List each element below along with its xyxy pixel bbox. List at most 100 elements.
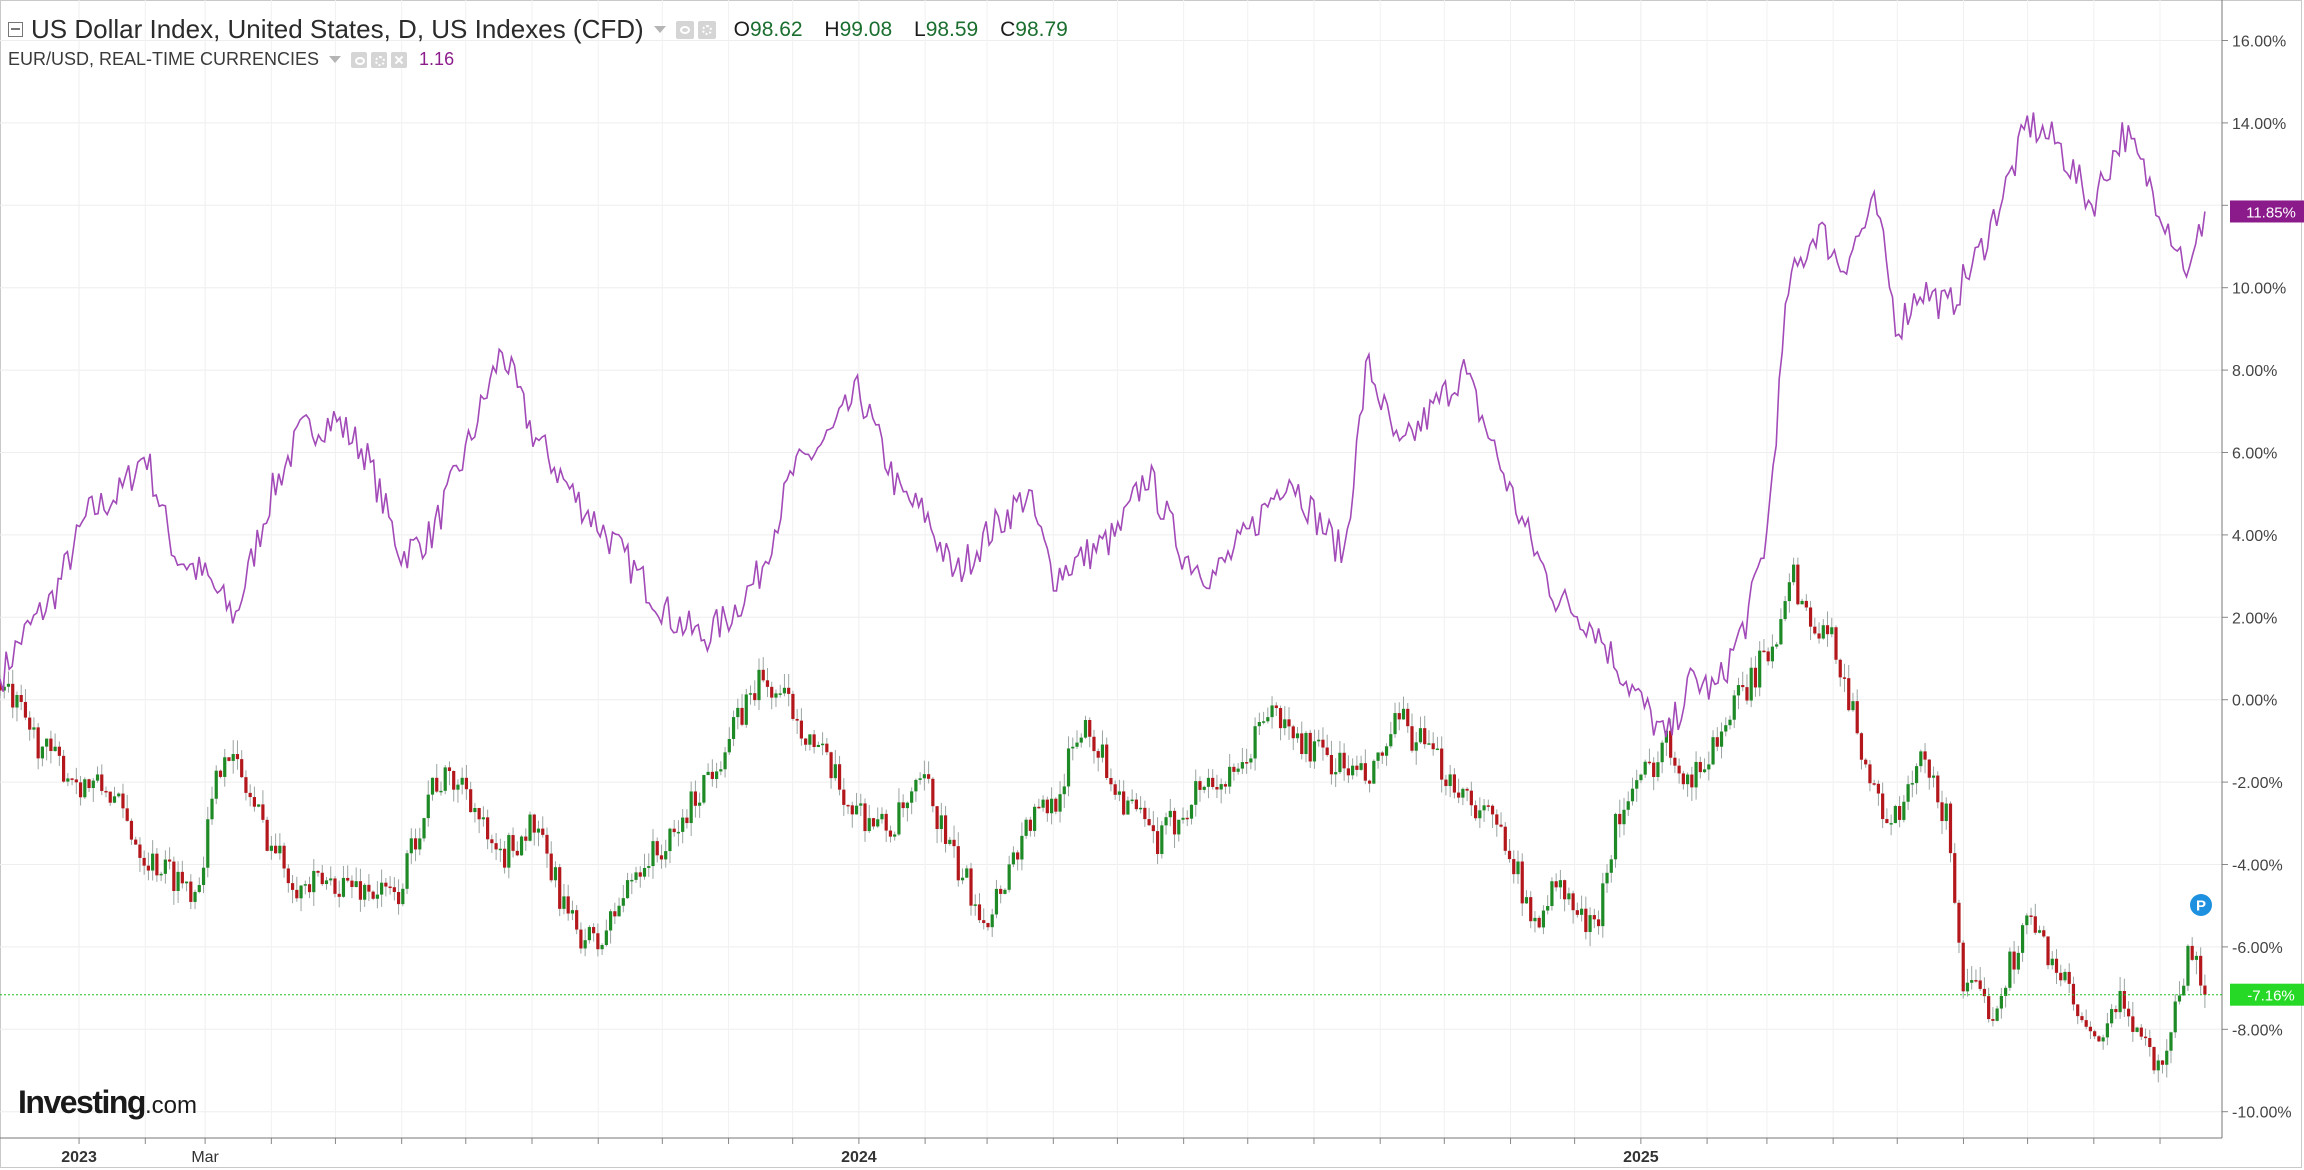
candle-body xyxy=(2126,1008,2131,1017)
candle-body xyxy=(1418,728,1423,743)
candle-body xyxy=(1673,757,1677,766)
candle-body xyxy=(1702,769,1707,773)
candle-body xyxy=(1999,995,2003,1009)
candle-body xyxy=(1232,766,1236,772)
candle-body xyxy=(592,927,596,934)
candle-body xyxy=(83,779,87,798)
candle-body xyxy=(570,910,575,914)
gear-icon[interactable] xyxy=(371,51,388,68)
candle-body xyxy=(1656,762,1660,778)
y-tick-label: 6.00% xyxy=(2232,446,2277,463)
compare-series-legend[interactable]: EUR/USD, REAL-TIME CURRENCIES 1.16 xyxy=(8,49,454,70)
candle-body xyxy=(1601,883,1605,927)
candle-body xyxy=(1558,880,1562,888)
candle-body xyxy=(477,808,481,820)
candle-body xyxy=(1715,737,1719,747)
candle-body xyxy=(299,885,303,899)
candle-body xyxy=(1728,719,1732,726)
dropdown-caret-icon[interactable] xyxy=(329,56,342,63)
candle-body xyxy=(685,817,689,824)
gear-icon[interactable] xyxy=(697,20,716,39)
candle-body xyxy=(659,855,664,860)
candle-body xyxy=(2131,1016,2135,1032)
candle-body xyxy=(642,867,647,877)
candle-body xyxy=(1062,786,1066,795)
candle-body xyxy=(11,683,15,708)
candle-body xyxy=(1630,788,1635,802)
candle-body xyxy=(1669,730,1673,758)
candle-body xyxy=(295,889,299,899)
candle-body xyxy=(1198,781,1202,790)
candle-body xyxy=(303,884,307,886)
collapse-icon[interactable] xyxy=(8,22,23,37)
y-tick-label: -8.00% xyxy=(2232,1022,2283,1039)
candle-body xyxy=(435,777,439,792)
candle-body xyxy=(2033,916,2037,933)
candle-body xyxy=(265,819,269,851)
candle-body xyxy=(1596,919,1601,927)
candle-body xyxy=(155,853,159,876)
candle-body xyxy=(100,774,104,791)
candle-body xyxy=(770,686,774,698)
candle-body xyxy=(1652,762,1656,778)
candle-body xyxy=(2165,1050,2169,1065)
candle-body xyxy=(375,894,379,899)
eye-icon[interactable] xyxy=(351,51,368,68)
candle-body xyxy=(1155,831,1160,855)
candle-body xyxy=(596,933,600,950)
candle-body xyxy=(630,879,634,882)
candle-body xyxy=(1257,722,1261,727)
candle-body xyxy=(1160,825,1164,855)
candle-body xyxy=(1181,817,1185,820)
candle-body xyxy=(151,853,155,871)
candle-body xyxy=(960,877,965,881)
candle-body xyxy=(1961,942,1965,992)
candle-body xyxy=(464,777,469,790)
candle-body xyxy=(392,887,396,893)
candle-body xyxy=(206,819,210,868)
eye-icon[interactable] xyxy=(675,20,694,39)
compare-series-title[interactable]: EUR/USD, REAL-TIME CURRENCIES xyxy=(8,49,320,69)
candle-body xyxy=(184,881,189,884)
candle-body xyxy=(765,680,770,687)
main-series-title[interactable]: US Dollar Index, United States, D, US In… xyxy=(31,14,644,44)
candle-body xyxy=(244,777,248,793)
candle-body xyxy=(1367,780,1372,784)
candle-body xyxy=(846,804,850,807)
candle-body xyxy=(452,771,456,790)
candle-body xyxy=(1592,915,1596,920)
candle-body xyxy=(1851,701,1855,711)
candle-body xyxy=(1575,910,1579,915)
candle-body xyxy=(1164,817,1168,826)
event-marker[interactable]: P xyxy=(2190,894,2212,916)
candle-body xyxy=(986,923,990,928)
candle-body xyxy=(138,844,142,858)
main-series-legend[interactable]: US Dollar Index, United States, D, US In… xyxy=(8,14,1084,45)
candle-body xyxy=(1024,819,1028,836)
candle-body xyxy=(1351,765,1355,776)
y-tick-label: 10.00% xyxy=(2232,281,2286,298)
candle-body xyxy=(231,754,235,761)
candle-body xyxy=(1698,761,1702,773)
candle-body xyxy=(1516,861,1520,875)
candle-body xyxy=(210,798,214,820)
dropdown-caret-icon[interactable] xyxy=(653,26,666,33)
candle-body xyxy=(2143,1036,2148,1039)
candle-body xyxy=(1100,744,1105,758)
candle-body xyxy=(1261,721,1266,723)
candle-body xyxy=(1847,678,1851,711)
candle-body xyxy=(19,694,23,702)
candle-body xyxy=(600,944,604,950)
close-icon[interactable] xyxy=(391,51,408,68)
candle-body xyxy=(1647,761,1652,764)
candle-body xyxy=(456,784,460,790)
candle-body xyxy=(952,839,956,847)
candle-body xyxy=(736,707,740,718)
candle-body xyxy=(1283,719,1287,729)
candle-body xyxy=(804,738,808,745)
candle-body xyxy=(740,707,744,725)
candle-body xyxy=(1779,619,1783,645)
candle-body xyxy=(1189,804,1194,819)
